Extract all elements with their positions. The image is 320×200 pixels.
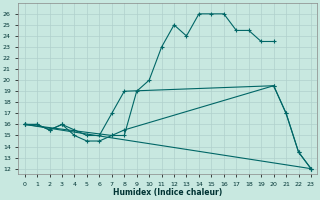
X-axis label: Humidex (Indice chaleur): Humidex (Indice chaleur) (113, 188, 222, 197)
